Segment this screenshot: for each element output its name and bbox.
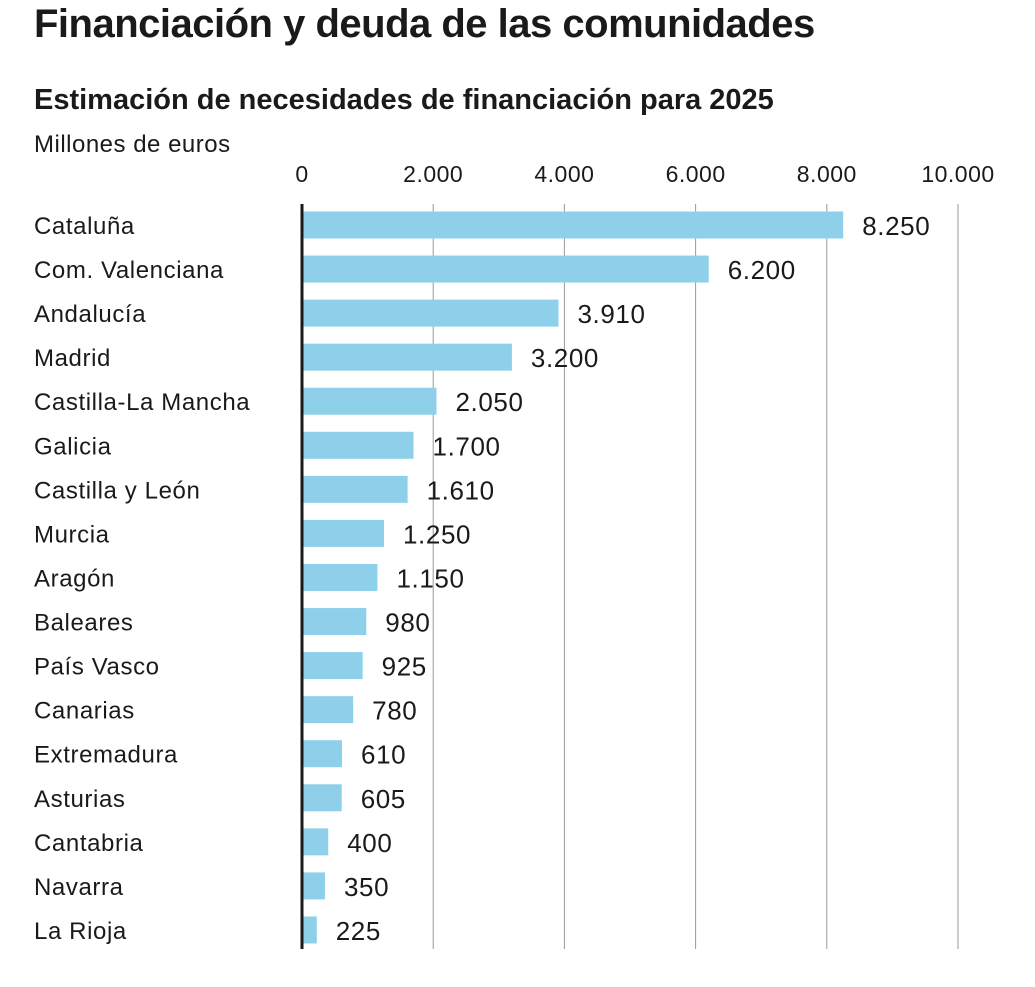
category-label: Canarias — [34, 698, 135, 725]
category-label: Madrid — [34, 345, 111, 372]
value-label: 610 — [361, 740, 406, 770]
bar — [302, 608, 367, 636]
bar — [302, 431, 414, 459]
bar — [302, 299, 559, 327]
x-tick-label: 6.000 — [666, 161, 726, 187]
bar — [302, 563, 378, 591]
value-label: 2.050 — [455, 387, 523, 417]
x-tick-label: 0 — [295, 161, 308, 187]
value-label: 925 — [382, 652, 427, 682]
chart-title: Financiación y deuda de las comunidades — [34, 2, 815, 46]
bar — [302, 872, 325, 900]
category-label: Asturias — [34, 786, 126, 813]
value-label: 3.910 — [577, 299, 645, 329]
bar — [302, 784, 342, 812]
bar — [302, 916, 317, 944]
category-label: Baleares — [34, 610, 134, 637]
value-label: 225 — [336, 916, 381, 946]
bars — [302, 211, 844, 944]
x-tick-label: 10.000 — [921, 161, 994, 187]
value-label: 350 — [344, 872, 389, 902]
category-label: Andalucía — [34, 301, 146, 328]
value-label: 6.200 — [728, 255, 796, 285]
bar — [302, 211, 844, 239]
category-label: La Rioja — [34, 918, 127, 945]
x-tick-label: 8.000 — [797, 161, 857, 187]
bar — [302, 519, 384, 547]
bar — [302, 255, 709, 283]
value-label: 1.250 — [403, 519, 471, 549]
gridlines — [432, 204, 959, 949]
bar — [302, 740, 343, 768]
value-label: 1.150 — [396, 563, 464, 593]
bar — [302, 343, 512, 371]
units-label: Millones de euros — [34, 131, 231, 158]
category-labels: Cataluña Com. Valenciana Andalucía Madrid Ca… — [34, 213, 250, 945]
category-label: Castilla y León — [34, 477, 200, 504]
bar — [302, 387, 437, 415]
category-label: Navarra — [34, 874, 124, 901]
category-label: Cantabria — [34, 830, 144, 857]
value-label: 8.250 — [862, 211, 930, 241]
category-label: Galicia — [34, 433, 112, 460]
value-label: 780 — [372, 696, 417, 726]
category-label: Extremadura — [34, 742, 178, 769]
value-label: 1.700 — [433, 431, 501, 461]
bar — [302, 828, 329, 856]
value-label: 980 — [385, 608, 430, 638]
value-label: 605 — [361, 784, 406, 814]
category-label: Murcia — [34, 521, 110, 548]
x-tick-label: 4.000 — [534, 161, 594, 187]
bar — [302, 652, 363, 680]
value-label: 1.610 — [427, 475, 495, 505]
value-labels: 8.250 6.200 3.910 3.200 2.050 1.700 1.610 1.250… — [336, 211, 930, 946]
value-label: 400 — [347, 828, 392, 858]
bar — [302, 696, 354, 724]
category-label: Aragón — [34, 565, 115, 592]
category-label: Com. Valenciana — [34, 257, 224, 284]
x-tick-labels: 0 2.000 4.000 6.000 8.000 10.000 — [295, 161, 994, 187]
bar — [302, 475, 408, 503]
category-label: Castilla-La Mancha — [34, 389, 250, 416]
category-label: País Vasco — [34, 654, 160, 681]
category-label: Cataluña — [34, 213, 135, 240]
x-tick-label: 2.000 — [403, 161, 463, 187]
chart-subtitle: Estimación de necesidades de financiació… — [34, 84, 774, 116]
value-label: 3.200 — [531, 343, 599, 373]
